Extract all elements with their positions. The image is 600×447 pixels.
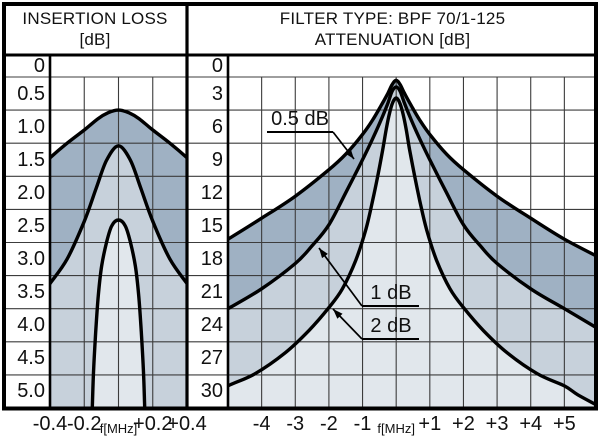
attenuation-y-tick: 9 (211, 148, 223, 171)
insertion-loss-y-tick: 0 (33, 55, 45, 77)
left-panel-header: INSERTION LOSS [dB] (6, 4, 184, 54)
arrowhead-icon (333, 309, 343, 319)
insertion-loss-x-tick: +0.2 (133, 413, 173, 435)
annotation-leader (318, 247, 363, 307)
right-panel-header: FILTER TYPE: BPF 70/1-125 ATTENUATION [d… (190, 4, 595, 54)
attenuation-x-tick: +1 (418, 413, 442, 435)
insertion-loss-y-tick: 4.5 (17, 347, 45, 370)
insertion-loss-units: [dB] (79, 30, 111, 49)
attenuation-x-tick: -1 (353, 413, 372, 435)
attenuation-y-tick: 3 (211, 82, 223, 105)
insertion-loss-y-tick: 4.0 (17, 314, 45, 337)
attenuation-x-tick: +2 (452, 413, 475, 435)
attenuation-x-tick: -3 (286, 413, 305, 435)
insertion-loss-y-tick: 1.5 (17, 148, 45, 171)
attenuation-x-tick: f[MHz] (377, 421, 415, 436)
attenuation-y-tick: 30 (200, 380, 223, 403)
insertion-loss-x-tick: f[MHz] (99, 421, 138, 436)
attenuation-x-tick: +5 (552, 413, 576, 435)
insertion-loss-x-tick: -0.2 (67, 413, 102, 435)
filter-type-title: FILTER TYPE: BPF 70/1-125 (279, 9, 506, 28)
insertion-loss-y-tick: 2.0 (17, 181, 45, 204)
attenuation-title: ATTENUATION [dB] (314, 30, 471, 49)
insertion-loss-y-tick: 0.5 (17, 82, 45, 105)
insertion-loss-y-tick: 2.5 (17, 214, 45, 237)
attenuation-x-tick: +4 (519, 413, 543, 435)
attenuation-y-tick: 24 (200, 314, 223, 337)
insertion-loss-y-tick: 1.0 (17, 115, 45, 138)
curve-2dB (228, 96, 598, 408)
attenuation-plot (228, 80, 598, 408)
curve-1dB (228, 85, 598, 331)
figure-border (2, 2, 598, 411)
insertion-loss-y-tick: 5.0 (17, 380, 45, 403)
insertion-loss-x-tick: -0.4 (32, 413, 68, 435)
attenuation-y-tick: 21 (200, 281, 223, 304)
curve-label-0.5dB: 0.5 dB (271, 108, 329, 130)
attenuation-y-tick: 27 (200, 347, 223, 370)
insertion-loss-y-tick: 3.0 (17, 248, 45, 271)
attenuation-x-tick: -2 (320, 413, 338, 435)
curve-0.5dB (228, 78, 598, 259)
attenuation-x-tick: +3 (485, 413, 509, 435)
curve-1dB (50, 144, 187, 287)
insertion-loss-x-tick: +0.4 (167, 413, 207, 435)
curve-label-2dB: 2 dB (370, 315, 412, 337)
attenuation-y-tick: 12 (200, 181, 223, 204)
arrowhead-icon (319, 248, 328, 259)
arrowhead-icon (345, 148, 354, 159)
attenuation-x-tick: -4 (252, 413, 271, 435)
curve-label-1dB: 1 dB (370, 282, 412, 304)
attenuation-y-tick: 18 (200, 248, 223, 271)
insertion-loss-y-tick: 3.5 (17, 281, 45, 304)
curve-0.5dB (50, 108, 187, 161)
insertion-loss-title: INSERTION LOSS (22, 9, 168, 28)
attenuation-y-tick: 15 (200, 214, 223, 237)
curve-2dB (90, 218, 147, 408)
attenuation-y-tick: 6 (211, 115, 223, 138)
band-2dB (228, 98, 598, 408)
attenuation-y-tick: 0 (211, 55, 223, 77)
